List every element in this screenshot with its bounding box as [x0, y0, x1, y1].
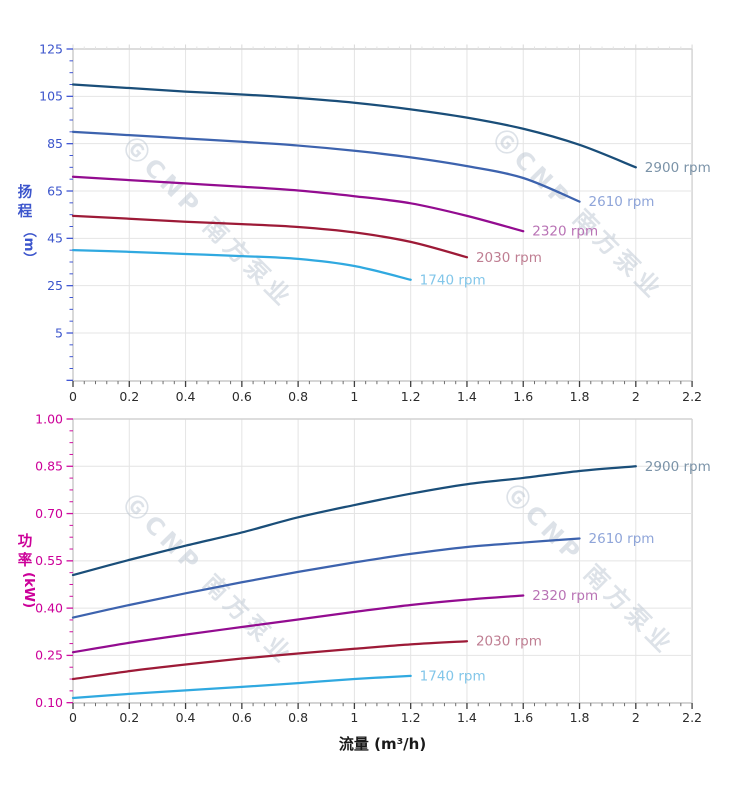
- curve-2900: [71, 83, 637, 169]
- curve-label-2030: 2030 rpm: [476, 250, 542, 266]
- y-axis-title-unit: (kW): [21, 572, 37, 608]
- x-tick-label: 2: [632, 389, 640, 404]
- curve-label-2610: 2610 rpm: [589, 194, 655, 210]
- y-tick-label: 125: [39, 41, 63, 56]
- curve-label-2320: 2320 rpm: [532, 588, 598, 604]
- curve-2320: [71, 175, 525, 233]
- watermark-text: ⒼCNP 南方泵业: [488, 124, 669, 305]
- x-tick-label: 2: [632, 710, 640, 725]
- curve-label-1740: 1740 rpm: [420, 668, 486, 684]
- x-tick-label: 0.4: [176, 389, 196, 404]
- curve-label-1740: 1740 rpm: [420, 272, 486, 288]
- curve-2320: [71, 594, 525, 654]
- x-tick-label: 2.2: [682, 710, 702, 725]
- x-tick-label: 1.8: [570, 389, 590, 404]
- x-tick-label: 1: [350, 710, 358, 725]
- curve-2030: [71, 214, 469, 259]
- curve-label-2610: 2610 rpm: [589, 531, 655, 547]
- x-tick-label: 0.2: [119, 710, 139, 725]
- curve-label-2900: 2900 rpm: [645, 459, 711, 475]
- y-tick-label: 1.00: [35, 411, 63, 426]
- curve-2610: [71, 537, 581, 619]
- y-tick-label: 85: [47, 136, 63, 151]
- x-tick-label: 1.4: [457, 710, 477, 725]
- y-tick-label: 0.40: [35, 600, 63, 615]
- y-tick-label: 0.10: [35, 695, 63, 710]
- x-tick-label: 2.2: [682, 389, 702, 404]
- y-axis-title: 扬: [18, 183, 33, 201]
- y-axis-title: 程: [18, 203, 33, 220]
- x-tick-label: 1.2: [401, 710, 421, 725]
- x-tick-label: 1.8: [570, 710, 590, 725]
- watermark-text: ⒼCNP 南方泵业: [118, 489, 299, 670]
- x-tick-label: 0.6: [232, 710, 252, 725]
- x-tick-label: 0: [69, 389, 77, 404]
- x-tick-label: 0.2: [119, 389, 139, 404]
- curve-label-2030: 2030 rpm: [476, 634, 542, 650]
- curve-2610: [71, 130, 581, 203]
- y-axis-title: 率: [18, 551, 33, 569]
- curve-2900: [71, 465, 637, 577]
- y-tick-label: 25: [47, 278, 63, 293]
- x-tick-label: 0: [69, 710, 77, 725]
- y-tick-label: 0.85: [35, 459, 63, 474]
- y-tick-label: 0.25: [35, 648, 63, 663]
- x-tick-label: 0.6: [232, 389, 252, 404]
- y-tick-label: 5: [55, 325, 63, 340]
- curve-2030: [71, 640, 469, 681]
- x-tick-label: 0.8: [288, 710, 308, 725]
- x-tick-label: 1.6: [513, 710, 533, 725]
- x-tick-label: 0.4: [176, 710, 196, 725]
- x-tick-label: 1.6: [513, 389, 533, 404]
- curve-label-2320: 2320 rpm: [532, 224, 598, 240]
- y-tick-label: 0.70: [35, 506, 63, 521]
- x-tick-label: 1.4: [457, 389, 477, 404]
- y-tick-label: 105: [39, 89, 63, 104]
- curve-1740: [71, 249, 412, 281]
- x-axis-title: 流量 (m³/h): [339, 735, 426, 753]
- y-tick-label: 0.55: [35, 553, 63, 568]
- y-axis-title-unit: （m）: [21, 224, 37, 265]
- y-axis-title: 功: [18, 533, 33, 550]
- x-tick-label: 0.8: [288, 389, 308, 404]
- x-tick-label: 1.2: [401, 389, 421, 404]
- x-tick-label: 1: [350, 389, 358, 404]
- y-tick-label: 45: [47, 231, 63, 246]
- y-tick-label: 65: [47, 183, 63, 198]
- curve-label-2900: 2900 rpm: [645, 160, 711, 176]
- curve-1740: [71, 674, 412, 700]
